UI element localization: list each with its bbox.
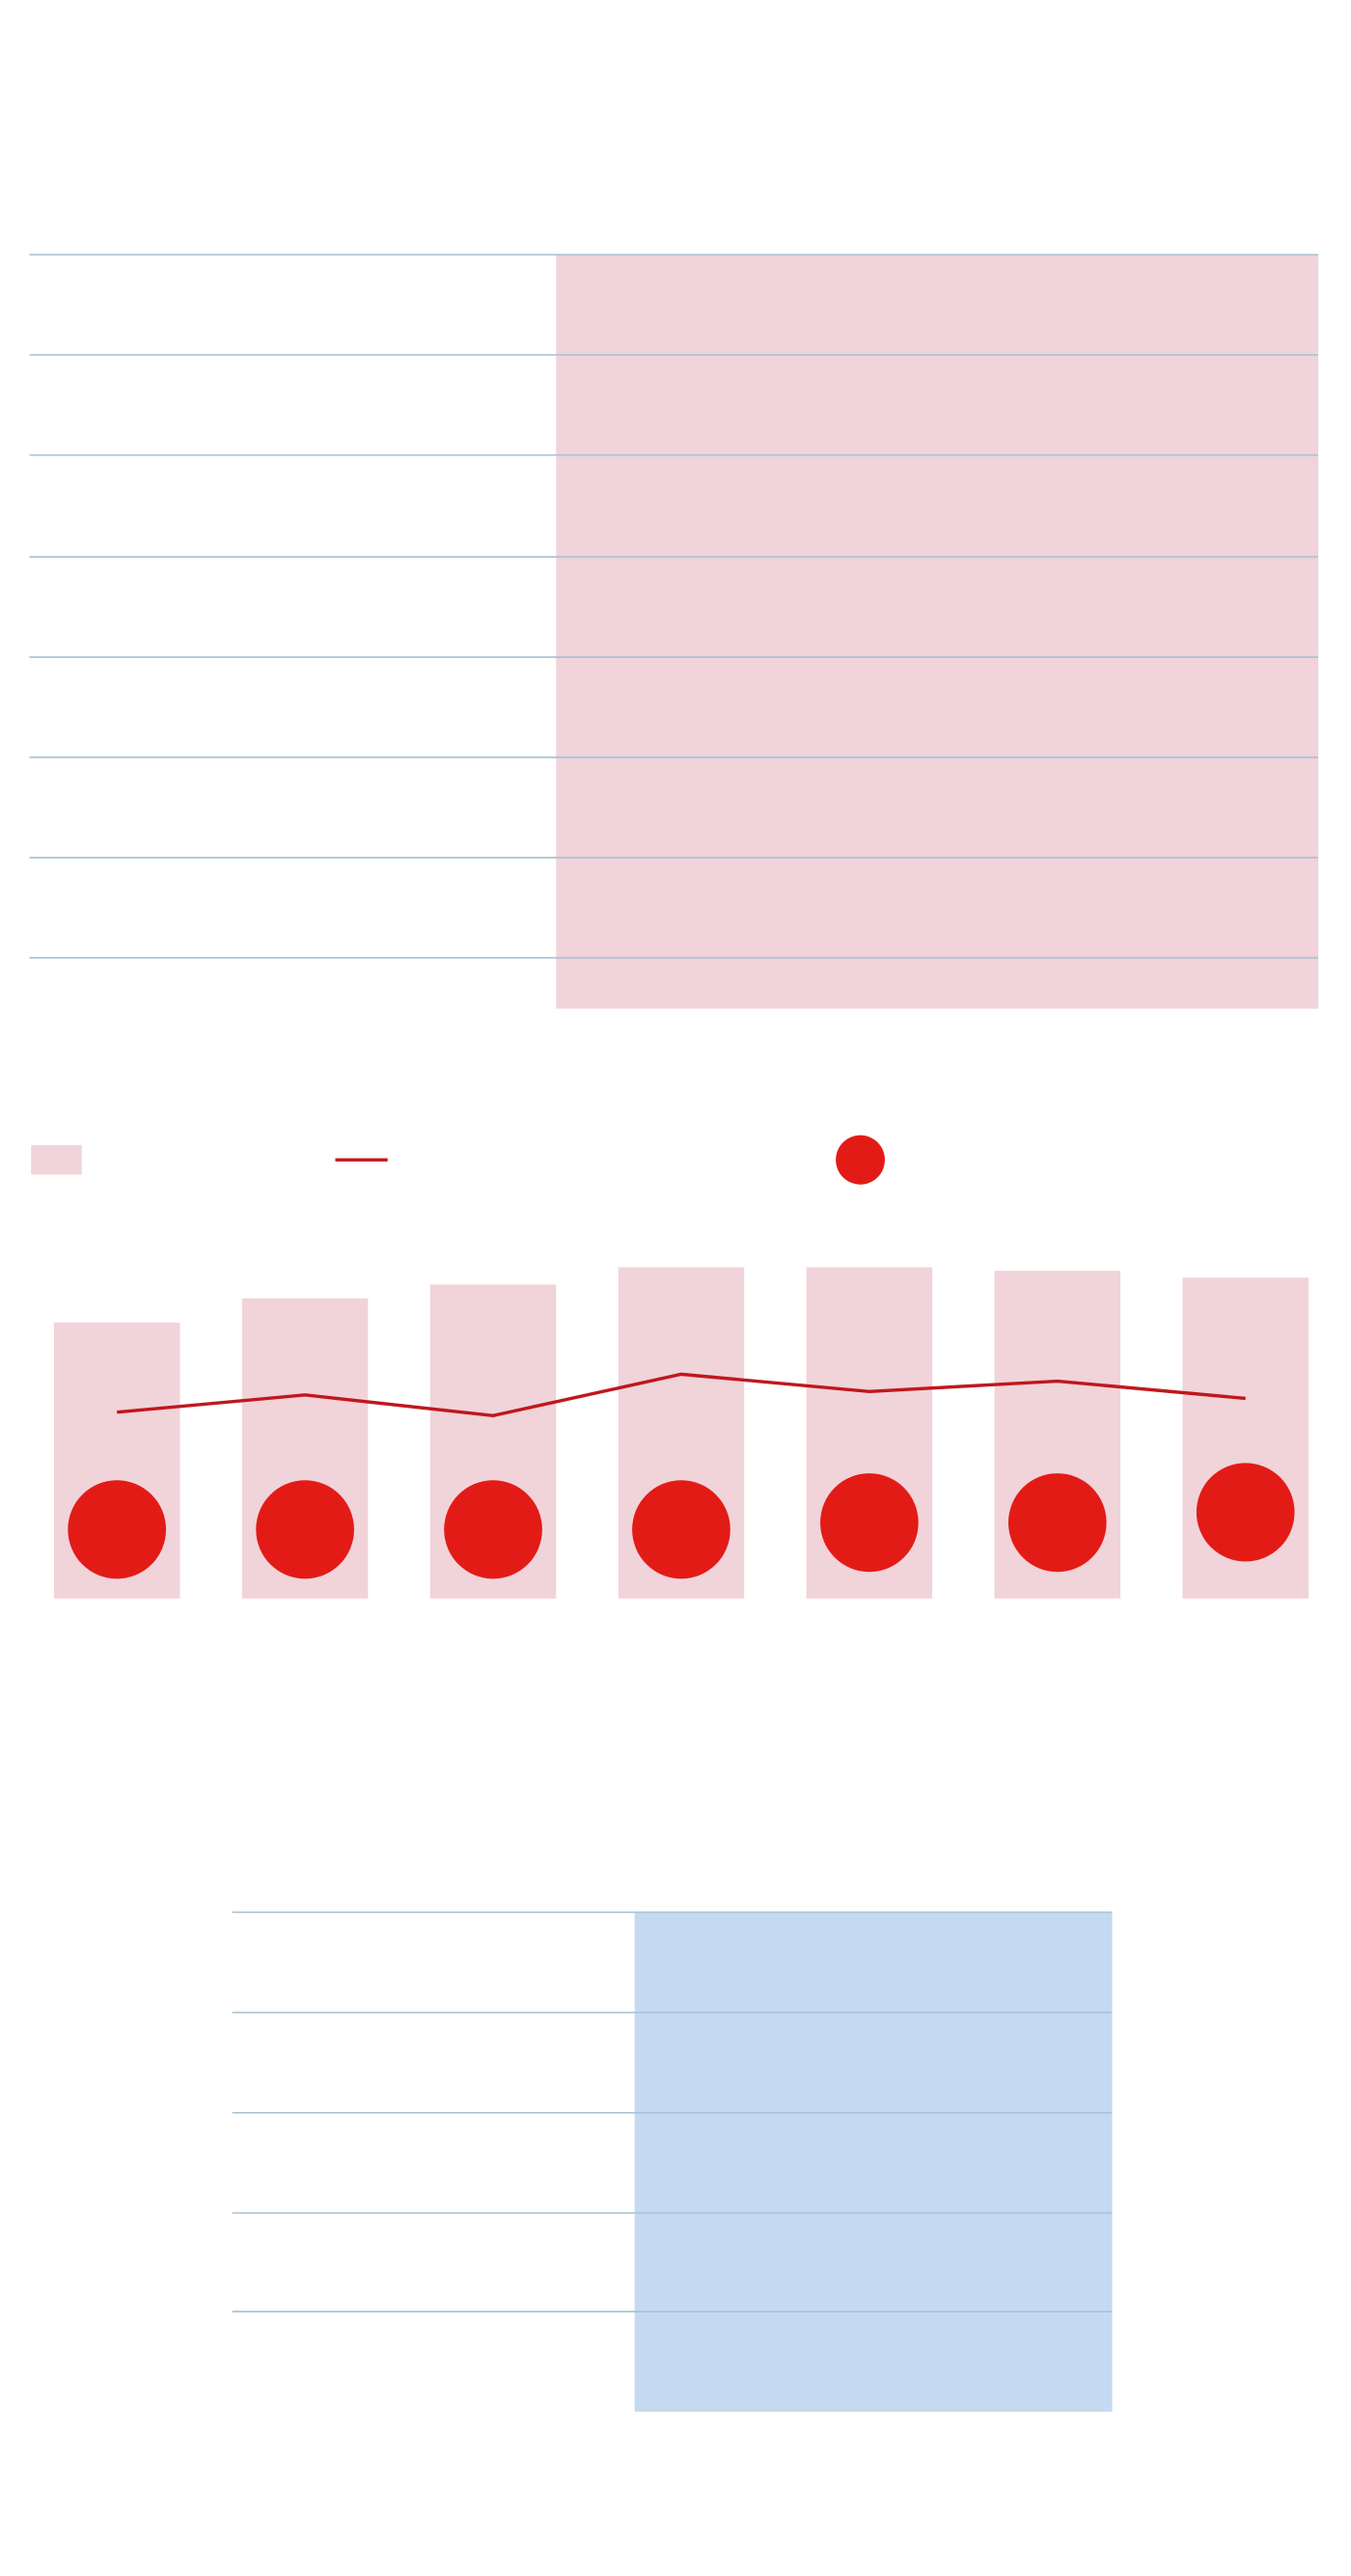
dot (256, 1480, 354, 1579)
dot (68, 1480, 167, 1579)
line (117, 1372, 1246, 1418)
plot (53, 1267, 1309, 1599)
dot (1007, 1473, 1107, 1573)
dot (444, 1480, 542, 1579)
shaded-column (634, 1912, 1113, 2412)
shaded-column (556, 254, 1319, 1009)
dot (820, 1473, 919, 1573)
top-table (29, 254, 1319, 1009)
dot (632, 1480, 731, 1579)
legend (31, 1135, 885, 1185)
legend-swatch-dot (836, 1135, 885, 1185)
bottom-table (232, 1911, 1113, 2412)
dot (1196, 1463, 1295, 1562)
legend-swatch-bar (31, 1144, 82, 1175)
